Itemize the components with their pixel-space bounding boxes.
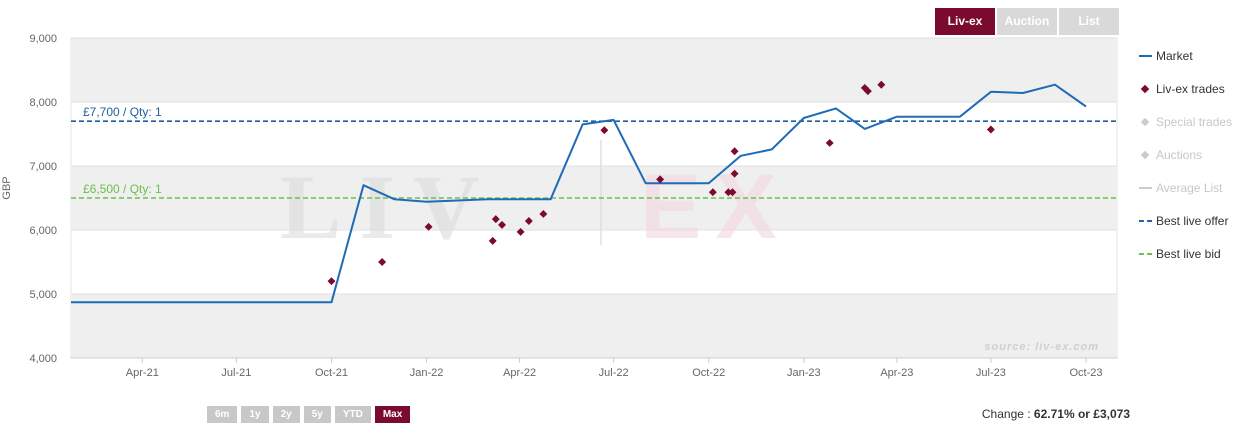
legend-label: Auctions	[1156, 147, 1203, 162]
range-selector: 6m 1y 2y 5y YTD Max	[207, 406, 411, 423]
trade-point	[728, 188, 737, 197]
x-tick-label: Oct-23	[1069, 367, 1102, 379]
range-max-button[interactable]: Max	[374, 406, 411, 423]
legend-label: Best live bid	[1156, 246, 1221, 261]
trade-point	[524, 217, 533, 225]
source-tabs: Liv-ex Auction List	[935, 8, 1119, 35]
legend-item-best-live-offer[interactable]: Best live offer	[1138, 204, 1232, 237]
source-credit: source: liv-ex.com	[984, 341, 1099, 353]
tab-liv-ex[interactable]: Liv-ex	[935, 8, 995, 35]
legend-item-special-trades[interactable]: Special trades	[1138, 105, 1232, 138]
watermark-text: EX	[640, 156, 791, 258]
y-axis-label: GBP	[1, 176, 13, 199]
x-tick-label: Jan-22	[410, 367, 444, 379]
axes: 4,000 5,000 6,000 7,000 8,000 9,000 GBP Apr-21 J…	[1, 33, 1117, 379]
legend-item-best-live-bid[interactable]: Best live bid	[1138, 237, 1232, 270]
plot-band	[71, 294, 1117, 358]
best-live-offer-label: £7,700 / Qty: 1	[83, 105, 162, 119]
x-tick-label: Jan-23	[787, 367, 821, 379]
line-icon	[1138, 54, 1152, 57]
diamond-icon	[1138, 84, 1152, 93]
trade-point	[327, 277, 336, 286]
range-1y-button[interactable]: 1y	[241, 406, 269, 423]
x-tick-label: Apr-21	[126, 367, 159, 379]
diamond-icon	[1138, 117, 1152, 126]
trade-point	[724, 188, 733, 197]
dashed-line-icon	[1138, 252, 1152, 255]
dashed-line-icon	[1138, 219, 1152, 222]
legend-label: Liv-ex trades	[1156, 81, 1225, 96]
x-tick-label: Apr-23	[880, 367, 913, 379]
y-tick-label: 5,000	[29, 289, 57, 301]
diamond-icon	[1138, 150, 1152, 159]
legend-item-liv-ex-trades[interactable]: Liv-ex trades	[1138, 72, 1232, 105]
range-ytd-button[interactable]: YTD	[334, 406, 371, 423]
trade-point	[708, 188, 717, 197]
x-tick-label: Jul-21	[221, 367, 251, 379]
x-tick-label: Jul-23	[976, 367, 1006, 379]
market-line	[71, 83, 1087, 304]
legend-label: Special trades	[1156, 114, 1233, 129]
legend-label: Market	[1156, 48, 1193, 63]
trade-point	[378, 258, 387, 266]
plot-band	[71, 38, 1117, 102]
tab-list[interactable]: List	[1059, 8, 1119, 35]
change-summary: Change : 62.71% or £3,073	[982, 407, 1130, 421]
legend: Market Liv-ex trades Special trades Auct…	[1138, 39, 1232, 270]
x-tick-label: Oct-21	[315, 367, 348, 379]
legend-label: Average List	[1156, 180, 1223, 195]
best-live-bid-label: £6,500 / Qty: 1	[83, 182, 162, 196]
trade-point	[498, 220, 506, 229]
range-5y-button[interactable]: 5y	[303, 406, 331, 423]
legend-item-average-list[interactable]: Average List	[1138, 171, 1232, 204]
x-tick-label: Oct-22	[692, 367, 725, 379]
trade-point	[539, 210, 548, 218]
trade-point	[488, 236, 497, 245]
trade-point	[656, 175, 665, 184]
y-tick-label: 8,000	[29, 97, 57, 109]
change-label: Change :	[981, 407, 1034, 421]
watermark-text: LIV	[280, 156, 498, 258]
y-tick-label: 7,000	[29, 161, 57, 173]
range-6m-button[interactable]: 6m	[207, 406, 238, 423]
trade-point	[424, 222, 433, 231]
legend-item-auctions[interactable]: Auctions	[1138, 138, 1232, 171]
range-2y-button[interactable]: 2y	[272, 406, 300, 423]
x-tick-label: Jul-22	[599, 367, 629, 379]
liv-ex-watermark: LIV EX	[280, 140, 791, 258]
plot-bands	[70, 37, 1118, 359]
y-tick-label: 6,000	[29, 225, 57, 237]
series	[71, 80, 1087, 304]
x-tick-label: Apr-22	[503, 367, 536, 379]
reference-lines: £7,700 / Qty: 1 £6,500 / Qty: 1	[71, 105, 1117, 199]
trade-point	[863, 87, 872, 96]
line-icon	[1138, 186, 1152, 189]
trade-point	[730, 169, 739, 178]
change-value: 62.71% or £3,073	[1033, 407, 1130, 421]
tab-auction[interactable]: Auction	[997, 8, 1057, 35]
y-tick-label: 9,000	[29, 33, 57, 45]
legend-item-market[interactable]: Market	[1138, 39, 1232, 72]
legend-label: Best live offer	[1156, 213, 1229, 228]
y-tick-label: 4,000	[29, 353, 57, 365]
